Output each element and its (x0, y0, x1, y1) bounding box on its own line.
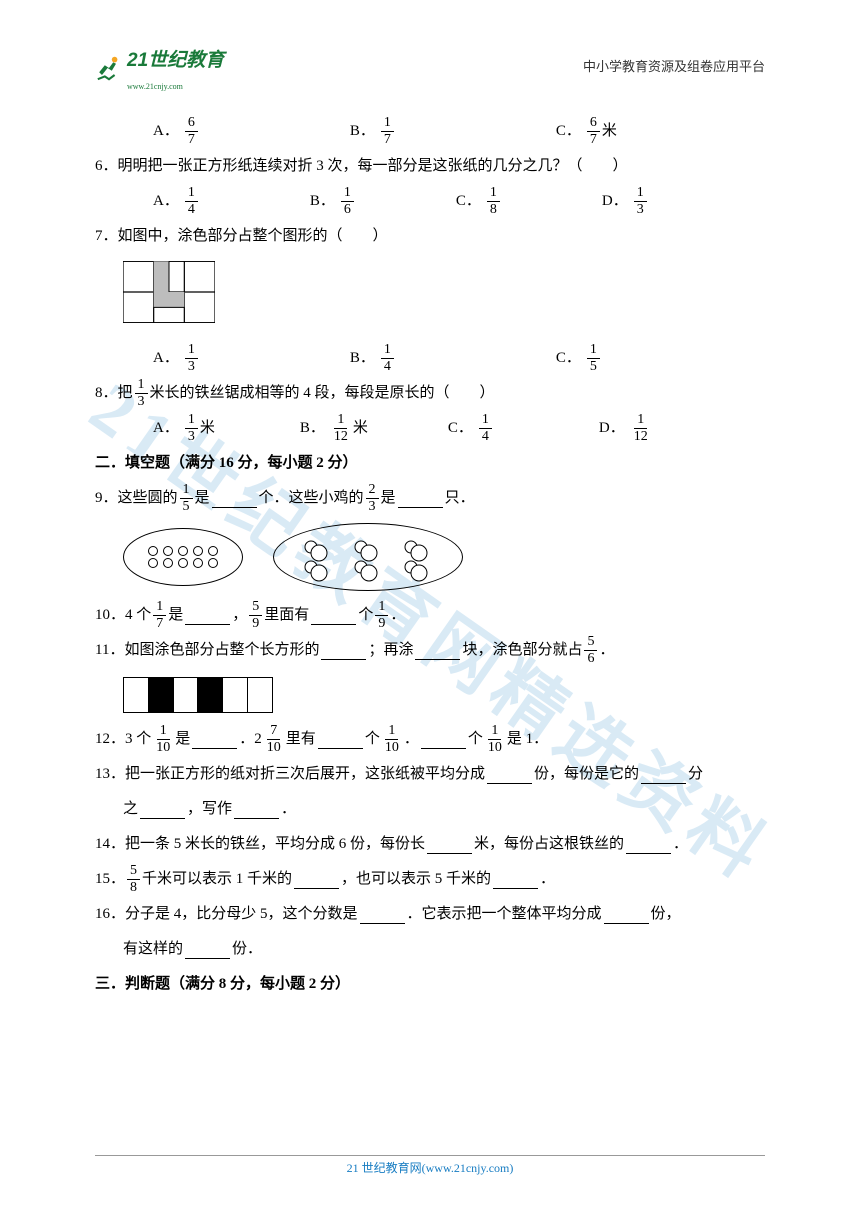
blank[interactable] (398, 490, 443, 508)
q5-B-label: B． (350, 115, 375, 148)
blank[interactable] (604, 906, 649, 924)
blank[interactable] (311, 607, 356, 625)
blank[interactable] (321, 642, 366, 660)
blank[interactable] (493, 871, 538, 889)
blank[interactable] (415, 642, 460, 660)
logo: 21世纪教育 www.21cnjy.com (95, 40, 224, 95)
q5-C-label: C． (556, 115, 581, 148)
blank[interactable] (192, 731, 237, 749)
page-header: 21世纪教育 www.21cnjy.com 中小学教育资源及组卷应用平台 (95, 40, 765, 95)
blank[interactable] (212, 490, 257, 508)
circles-oval (123, 528, 243, 586)
q12-stem: 12．3 个 110 是 ．2 710 里有 个 110 ． 个 110 是 1… (95, 723, 765, 756)
blank[interactable] (641, 766, 686, 784)
blank[interactable] (294, 871, 339, 889)
q11-stem: 11．如图涂色部分占整个长方形的 ；再涂 块，涂色部分就占 56 ． (95, 634, 765, 667)
q9-stem: 9．这些圆的 15 是 个．这些小鸡的 23 是 只． (95, 482, 765, 515)
runner-icon (95, 54, 123, 82)
q8-options: A．13米 B．112米 C．14 D．112 (95, 412, 765, 445)
blank[interactable] (487, 766, 532, 784)
blank[interactable] (318, 731, 363, 749)
q6-stem: 6．明明把一张正方形纸连续对折 3 次，每一部分是这张纸的几分之几？（ ） (95, 150, 765, 183)
q13-stem-2: 之 ，写作 ． (95, 793, 765, 826)
q6-options: A．14 B．16 C．18 D．13 (95, 185, 765, 218)
q16-stem-1: 16．分子是 4，比分母少 5，这个分数是 ．它表示把一个整体平均分成 份， (95, 898, 765, 931)
q7-stem: 7．如图中，涂色部分占整个图形的（ ） (95, 220, 765, 253)
blank[interactable] (234, 801, 279, 819)
section2-title: 二．填空题（满分 16 分，每小题 2 分） (95, 447, 765, 480)
blank[interactable] (185, 941, 230, 959)
blank[interactable] (360, 906, 405, 924)
q8-stem: 8．把 13 米长的铁丝锯成相等的 4 段，每段是原长的（ ） (95, 377, 765, 410)
q15-stem: 15． 58 千米可以表示 1 千米的 ，也可以表示 5 千米的 ． (95, 863, 765, 896)
header-right-text: 中小学教育资源及组卷应用平台 (583, 53, 765, 82)
q7-figure (123, 261, 215, 323)
q11-figure (123, 677, 273, 713)
q5-options: A．67 B．17 C．67米 (95, 115, 765, 148)
blank[interactable] (427, 836, 472, 854)
blank[interactable] (185, 607, 230, 625)
logo-url: www.21cnjy.com (127, 78, 224, 96)
blank[interactable] (421, 731, 466, 749)
q10-stem: 10．4 个 17 是 ， 59 里面有 个 19 ． (95, 599, 765, 632)
q9-figure (123, 523, 765, 591)
logo-text: 21世纪教育 (127, 50, 224, 71)
q13-stem-1: 13．把一张正方形的纸对折三次后展开，这张纸被平均分成 份，每份是它的 分 (95, 758, 765, 791)
q5-A-label: A． (153, 115, 179, 148)
blank[interactable] (140, 801, 185, 819)
q16-stem-2: 有这样的 份． (95, 933, 765, 966)
q7-options: A．13 B．14 C．15 (95, 342, 765, 375)
blank[interactable] (626, 836, 671, 854)
section3-title: 三．判断题（满分 8 分，每小题 2 分） (95, 968, 765, 1001)
footer-text: 21 世纪教育网(www.21cnjy.com) (0, 1155, 860, 1181)
content-body: A．67 B．17 C．67米 6．明明把一张正方形纸连续对折 3 次，每一部分… (95, 115, 765, 1001)
q14-stem: 14．把一条 5 米长的铁丝，平均分成 6 份，每份长 米，每份占这根铁丝的 ． (95, 828, 765, 861)
chicks-oval (273, 523, 463, 591)
